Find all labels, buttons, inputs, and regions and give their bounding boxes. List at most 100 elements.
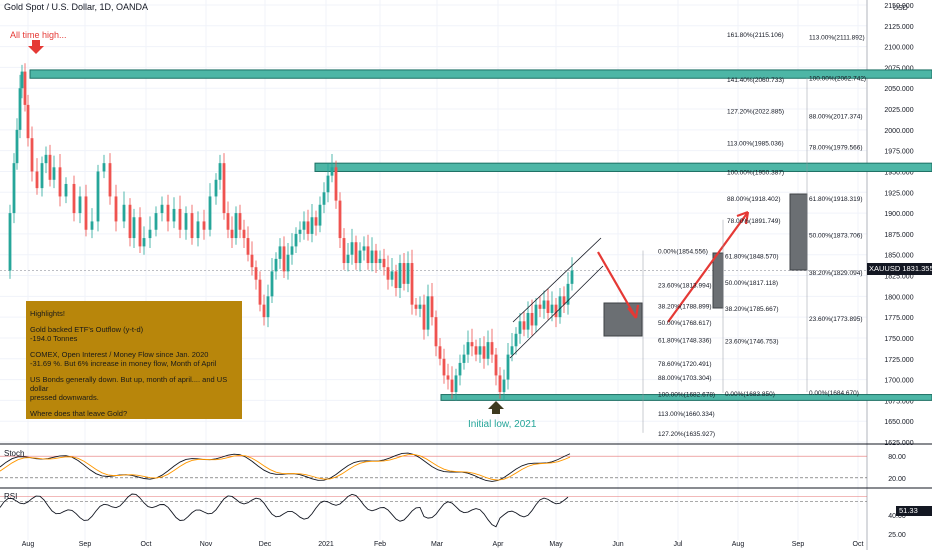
fib-level-label: 23.60%(1813.994): [658, 283, 712, 290]
projection-box: [789, 193, 808, 271]
candle-body: [160, 204, 164, 214]
ath-arrow-icon: [28, 40, 44, 54]
candle-body: [18, 88, 22, 130]
projection-box: [712, 252, 724, 309]
candle-body: [542, 300, 546, 309]
candle-body: [262, 304, 266, 318]
y-tick-label: 1700.000: [884, 378, 913, 385]
candle-body: [230, 229, 234, 239]
stoch-d-line: [0, 453, 571, 481]
candle-body: [26, 104, 30, 139]
candle-body: [434, 317, 438, 347]
candle-body: [370, 250, 374, 264]
candle-body: [486, 342, 490, 359]
candle-body: [254, 267, 258, 280]
candle-body: [334, 167, 338, 201]
candle-body: [218, 163, 222, 180]
candle-body: [250, 254, 254, 268]
candle-body: [510, 346, 514, 355]
highlights-bonds: US Bonds generally down. But up, month o…: [30, 375, 228, 402]
candle-body: [450, 379, 454, 393]
channel-upper-line: [512, 237, 602, 323]
candle-body: [410, 263, 414, 305]
fib-level-label: 23.60%(1773.895): [809, 316, 863, 323]
candle-body: [506, 354, 510, 380]
candle-body: [184, 213, 188, 230]
support-resistance-zone: [314, 162, 932, 172]
candle-body: [546, 300, 550, 313]
fib-level-label: 0.00%(1683.850): [725, 391, 775, 398]
candle-body: [306, 221, 310, 234]
candle-body: [242, 229, 246, 239]
candle-body: [148, 229, 152, 239]
y-tick-label: 1675.000: [884, 398, 913, 405]
candle-body: [222, 163, 226, 214]
candle-body: [114, 196, 118, 222]
highlights-heading: Highlights!: [30, 309, 66, 318]
y-tick-label: 1750.000: [884, 336, 913, 343]
candle-body: [35, 171, 39, 189]
rsi-tick-label: 40.00: [888, 513, 906, 520]
candle-body: [322, 192, 326, 205]
candle-body: [258, 279, 262, 305]
fib-level-label: 0.00%(1684.670): [809, 390, 859, 397]
x-tick-label: Oct: [141, 541, 152, 548]
candle-body: [294, 233, 298, 247]
fib-level-label: 50.00%(1768.617): [658, 320, 712, 327]
highlights-question: Where does that leave Gold?: [30, 409, 128, 418]
fib-level-label: 38.20%(1788.899): [658, 303, 712, 310]
candle-body: [302, 221, 306, 230]
y-tick-label: 2125.000: [884, 24, 913, 31]
candle-body: [64, 183, 68, 197]
candle-body: [530, 312, 534, 326]
y-tick-label: 1800.000: [884, 294, 913, 301]
x-tick-label: Apr: [493, 541, 505, 548]
support-resistance-zone: [440, 394, 932, 401]
candle-body: [274, 258, 278, 272]
candle-body: [358, 250, 362, 264]
candle-body: [562, 296, 566, 305]
candle-body: [550, 304, 554, 313]
candle-body: [72, 183, 76, 214]
x-tick-label: Aug: [22, 541, 35, 548]
candle-body: [132, 217, 136, 239]
candle-body: [390, 271, 394, 280]
fib-level-label: 38.20%(1785.667): [725, 306, 779, 313]
x-tick-label: Mar: [431, 541, 444, 548]
candle-body: [538, 304, 542, 309]
candle-body: [446, 375, 450, 380]
fib-level-label: 61.80%(1848.570): [725, 254, 779, 261]
candle-body: [142, 238, 146, 247]
all-time-high-label: All time high...: [10, 30, 67, 40]
highlights-comex: COMEX, Open Interest / Money Flow since …: [30, 350, 217, 368]
x-tick-label: Jul: [674, 541, 683, 548]
fib-level-label: 113.00%(1660.334): [658, 411, 715, 418]
x-tick-label: 2021: [318, 541, 334, 548]
candle-body: [350, 242, 354, 255]
y-tick-label: 1900.000: [884, 211, 913, 218]
candle-body: [30, 138, 34, 172]
y-tick-label: 1850.000: [884, 253, 913, 260]
candle-body: [498, 375, 502, 393]
candle-body: [526, 312, 530, 330]
x-tick-label: May: [549, 541, 563, 548]
candle-body: [96, 171, 100, 222]
fib-level-label: 50.00%(1817.118): [725, 280, 778, 287]
candle-body: [270, 271, 274, 297]
candle-body: [330, 167, 334, 176]
candle-body: [190, 213, 194, 239]
candle-body: [90, 221, 94, 230]
x-tick-label: Jun: [612, 541, 623, 548]
currency-label: USD: [893, 5, 908, 12]
candle-body: [398, 263, 402, 289]
candle-body: [554, 304, 558, 318]
candle-body: [426, 296, 430, 330]
candle-body: [246, 238, 250, 255]
y-tick-label: 1950.000: [884, 169, 913, 176]
stoch-tick-label: 80.00: [888, 454, 906, 461]
y-tick-label: 2025.000: [884, 107, 913, 114]
initial-low-label: Initial low, 2021: [468, 419, 537, 430]
down-arrow-head: [627, 304, 640, 319]
